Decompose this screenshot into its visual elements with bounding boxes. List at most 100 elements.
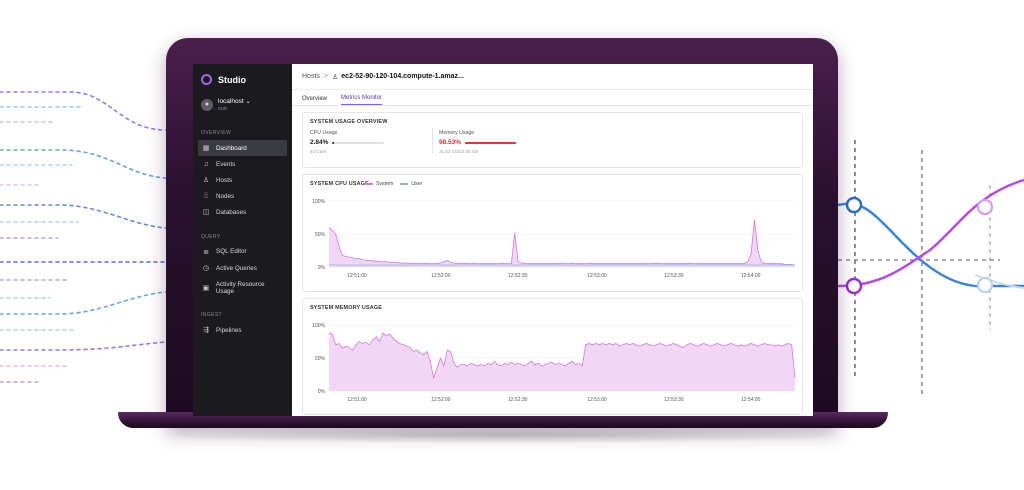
memory-usage-bar-fill [465, 141, 517, 144]
memory-usage-bar [465, 141, 518, 144]
cpu-usage-label: CPU Usage [310, 130, 338, 136]
cpu-usage-stat: CPU Usage 2.84% 44 Core [310, 128, 432, 154]
user-avatar-icon: ● [201, 98, 213, 111]
memory-chart-title: SYSTEM MEMORY USAGE [310, 305, 383, 311]
x-tick-label: 12:52:00 [431, 273, 451, 279]
pipeline-icon: ⇶ [203, 327, 209, 334]
cpu-cores: 44 Core [310, 149, 327, 154]
sidebar-item-label: Activity Resource Usage [215, 280, 265, 295]
breadcrumb: Hosts > ♙ ec2-52-90-120-104.compute-1.am… [292, 64, 813, 90]
x-tick-label: 12:51:00 [347, 273, 367, 279]
main-content: Hosts > ♙ ec2-52-90-120-104.compute-1.am… [292, 64, 813, 416]
sidebar-item-activity-resource-usage[interactable]: ▣ Activity Resource Usage [198, 277, 287, 299]
sidebar: Studio ● localhost ⌄ root OVERVIEW ▦ Das… [193, 64, 292, 416]
host-icon: ♙ [202, 177, 210, 184]
account-user: root [218, 106, 227, 112]
laptop-shadow [150, 426, 856, 444]
cpu-chart-legend: System User [365, 181, 422, 187]
card-title: SYSTEM USAGE OVERVIEW [310, 119, 388, 125]
bell-icon: ♫ [203, 160, 209, 168]
breadcrumb-separator: > [323, 73, 328, 80]
breadcrumb-host-name: ec2-52-90-120-104.compute-1.amaz... [341, 73, 464, 80]
chevron-down-icon: ⌄ [245, 98, 251, 105]
sidebar-item-sql-editor[interactable]: ≣ SQL Editor [198, 244, 287, 260]
memory-usage-label: Memory Usage [439, 130, 475, 136]
x-tick-label: 12:53:00 [587, 273, 607, 279]
database-icon: ◫ [202, 209, 210, 216]
series-area-memory [329, 332, 795, 391]
x-tick-label: 12:53:30 [664, 273, 684, 279]
memory-amount: 31.53 Gb/32.00 Gb [439, 149, 479, 154]
sidebar-item-label: Events [216, 160, 236, 168]
y-tick-label: 100% [312, 199, 325, 205]
sql-editor-icon: ≣ [203, 248, 209, 256]
sidebar-item-events[interactable]: ♫ Events [198, 157, 287, 172]
sidebar-item-label: Active Queries [216, 264, 257, 272]
y-tick-label: 50% [315, 232, 326, 238]
sidebar-item-hosts[interactable]: ♙ Hosts [198, 172, 287, 188]
x-tick-label: 12:54:00 [741, 397, 761, 403]
y-tick-label: 100% [312, 323, 325, 329]
x-tick-label: 12:51:00 [347, 397, 367, 403]
account-switcher[interactable]: ● localhost ⌄ root [198, 95, 287, 126]
x-tick-label: 12:53:30 [664, 397, 684, 403]
clock-icon: ◷ [202, 265, 210, 272]
sidebar-item-label: Dashboard [216, 144, 247, 152]
sidebar-item-nodes[interactable]: ⁞⁞ Nodes [198, 189, 287, 204]
legend-item-system[interactable]: System [365, 181, 393, 187]
app-name: Studio [218, 74, 246, 85]
memory-usage-chart: 100% 50% 0% 12:51:00 12:52:00 12:52:30 12:53:0… [312, 323, 796, 403]
cpu-usage-bar [332, 141, 385, 144]
y-tick-label: 0% [318, 265, 326, 271]
sidebar-item-pipelines[interactable]: ⇶ Pipelines [198, 322, 287, 338]
section-label-ingest: INGEST [201, 312, 223, 318]
cpu-usage-value: 2.84% [310, 139, 329, 146]
sidebar-item-dashboard[interactable]: ▦ Dashboard [198, 140, 287, 156]
memory-usage-stat: Memory Usage 98.53% 31.53 Gb/32.00 Gb [432, 128, 554, 154]
studio-logo-icon [201, 74, 212, 85]
sidebar-item-label: Hosts [216, 176, 233, 184]
app-window: Studio ● localhost ⌄ root OVERVIEW ▦ Das… [193, 64, 813, 416]
account-host: localhost ⌄ [218, 98, 251, 105]
x-tick-label: 12:54:00 [741, 273, 761, 279]
legend-label-user: User [411, 181, 423, 187]
cpu-usage-bar-fill [332, 141, 334, 144]
sidebar-item-label: Pipelines [216, 326, 242, 334]
series-area-system [329, 219, 795, 267]
x-tick-label: 12:52:30 [508, 397, 528, 403]
memory-usage-chart-card: SYSTEM MEMORY USAGE 100% 50% 0% 12:51:00 12:… [302, 298, 803, 415]
sidebar-item-label: Nodes [216, 192, 235, 200]
tab-bar: Overview Metrics Monitor [292, 90, 813, 106]
brand[interactable]: Studio [198, 72, 287, 95]
section-label-query: QUERY [201, 233, 221, 240]
legend-swatch-user [400, 183, 409, 185]
sidebar-item-label: Databases [216, 208, 247, 216]
cpu-usage-chart-card: SYSTEM CPU USAGE System User 100% 50% 0% 12… [302, 174, 803, 292]
activity-icon: ▣ [202, 284, 210, 292]
sidebar-item-label: SQL Editor [216, 248, 247, 255]
host-icon: ♙ [332, 73, 339, 81]
sidebar-item-active-queries[interactable]: ◷ Active Queries [198, 260, 287, 276]
grid-icon: ▦ [202, 145, 210, 152]
breadcrumb-hosts-link[interactable]: Hosts [302, 73, 320, 80]
y-tick-label: 0% [318, 389, 326, 395]
legend-label-system: System [376, 181, 394, 187]
x-tick-label: 12:52:30 [508, 273, 528, 279]
legend-item-user[interactable]: User [400, 181, 422, 187]
memory-usage-value: 98.53% [439, 139, 462, 146]
laptop-base [118, 412, 888, 428]
series-line-system [328, 219, 796, 266]
cpu-chart-title: SYSTEM CPU USAGE [310, 181, 369, 187]
system-usage-overview-card: SYSTEM USAGE OVERVIEW CPU Usage 2.84% 44… [302, 112, 803, 168]
tab-overview[interactable]: Overview [302, 96, 328, 102]
cpu-usage-chart: 100% 50% 0% 12:51:00 12:52:00 12:52:30 12:53:0… [312, 199, 796, 279]
nodes-icon: ⁞⁞ [204, 192, 208, 200]
x-tick-label: 12:52:00 [431, 397, 451, 403]
section-label-overview: OVERVIEW [201, 130, 232, 136]
y-tick-label: 50% [315, 356, 326, 362]
sidebar-item-databases[interactable]: ◫ Databases [198, 204, 287, 220]
tab-metrics-monitor[interactable]: Metrics Monitor [341, 95, 383, 105]
x-tick-label: 12:53:00 [587, 397, 607, 403]
legend-swatch-system [365, 183, 373, 185]
